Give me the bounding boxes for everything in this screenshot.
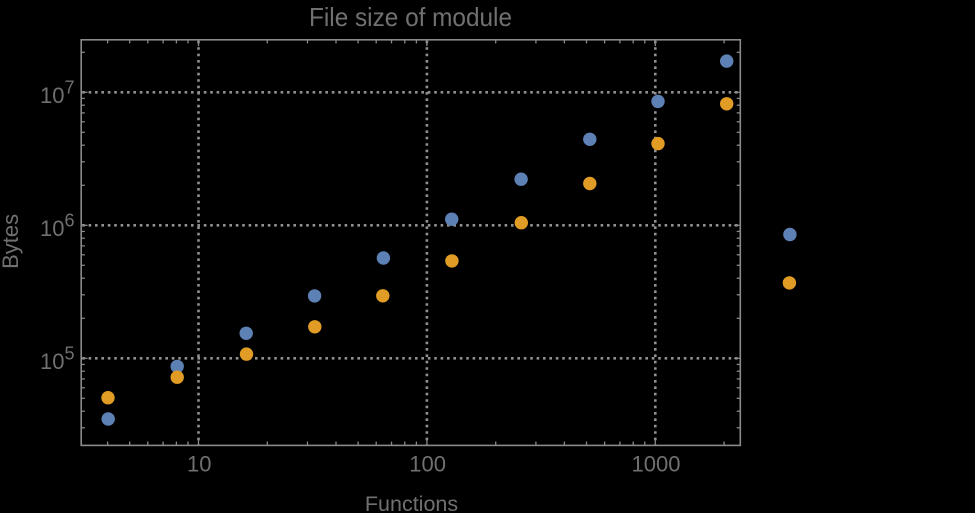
- svg-text:File size of module: File size of module: [309, 2, 512, 32]
- svg-text:1000: 1000: [632, 452, 681, 477]
- svg-text:106: 106: [40, 210, 75, 241]
- svg-text:Bytes: Bytes: [0, 214, 23, 269]
- svg-text:10: 10: [187, 452, 211, 477]
- svg-text:107: 107: [40, 77, 75, 108]
- svg-text:Functions: Functions: [365, 492, 458, 513]
- svg-text:105: 105: [40, 343, 75, 374]
- svg-text:100: 100: [409, 452, 446, 477]
